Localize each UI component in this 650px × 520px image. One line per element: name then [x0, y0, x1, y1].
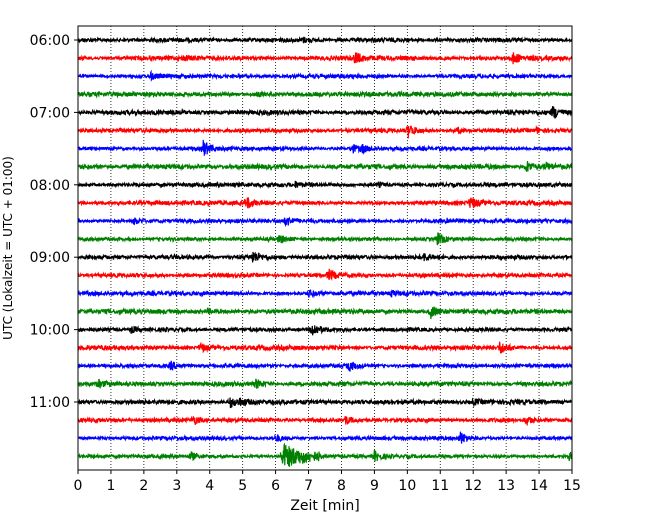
seismogram-traces: [77, 35, 573, 467]
trace-line: [77, 106, 573, 119]
x-tick-label: 5: [238, 478, 247, 494]
x-tick-label: 10: [398, 478, 416, 494]
trace-line: [77, 289, 573, 299]
trace-line: [77, 139, 573, 156]
trace-line: [77, 35, 573, 45]
trace-line: [77, 232, 573, 246]
trace-line: [77, 69, 573, 83]
x-tick-label: 13: [497, 478, 515, 494]
y-axis: 06:00 07:00 08:00 09:00 10:00 11:00: [30, 33, 78, 411]
x-tick-label: 1: [106, 478, 115, 494]
x-tick-label: 15: [563, 478, 581, 494]
trace-line: [77, 360, 573, 372]
x-tick-label: 2: [139, 478, 148, 494]
plot-frame: [77, 25, 573, 471]
trace-line: [77, 397, 573, 409]
trace-line: [77, 89, 573, 99]
vertical-grid: [110, 26, 540, 470]
trace-line: [77, 415, 573, 426]
trace-line: [77, 325, 573, 336]
trace-line: [77, 52, 573, 65]
x-tick-label: 12: [464, 478, 482, 494]
y-tick-label: 11:00: [30, 395, 70, 411]
x-tick-label: 6: [271, 478, 280, 494]
y-tick-label: 08:00: [30, 178, 70, 194]
trace-line: [77, 306, 573, 320]
x-tick-label: 3: [172, 478, 181, 494]
x-tick-label: 9: [370, 478, 379, 494]
trace-line: [77, 341, 573, 354]
trace-line: [77, 251, 573, 263]
trace-line: [77, 431, 573, 444]
trace-line: [77, 378, 573, 389]
y-tick-label: 10:00: [30, 323, 70, 339]
trace-line: [77, 216, 573, 228]
trace-line: [77, 180, 573, 189]
x-axis: 0 1 2 3 4 5 6 7 8 9 10 11 12 13 14 15: [74, 470, 581, 494]
x-tick-label: 11: [431, 478, 449, 494]
x-axis-label: Zeit [min]: [290, 498, 359, 514]
trace-line: [77, 160, 573, 172]
y-tick-label: 06:00: [30, 33, 70, 49]
trace-line: [77, 442, 573, 467]
x-tick-label: 8: [337, 478, 346, 494]
trace-line: [77, 268, 573, 282]
x-tick-label: 0: [74, 478, 83, 494]
trace-line: [77, 125, 573, 139]
y-tick-label: 07:00: [30, 105, 70, 121]
trace-line: [77, 196, 573, 209]
x-tick-label: 14: [530, 478, 548, 494]
y-axis-label: UTC (Lokalzeit = UTC + 01:00): [1, 156, 15, 340]
x-tick-label: 4: [205, 478, 214, 494]
y-tick-label: 09:00: [30, 250, 70, 266]
x-tick-label: 7: [304, 478, 313, 494]
